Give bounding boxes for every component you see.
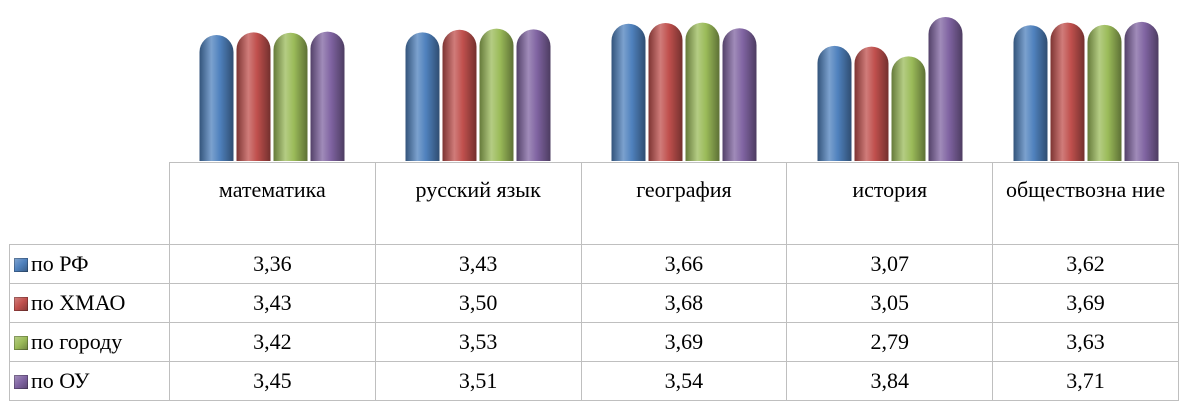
bar-2-series-3	[479, 28, 514, 161]
bar-5-series-1	[1013, 25, 1048, 161]
bar-5-series-2	[1050, 22, 1085, 161]
table-row: по РФ 3,36 3,43 3,66 3,07 3,62	[9, 244, 1179, 284]
value-cell: 3,53	[374, 322, 582, 362]
category-label: математика	[168, 162, 376, 245]
value-cell: 3,36	[168, 244, 376, 284]
bar-chart	[199, 17, 1159, 162]
bar-4-series-2	[854, 46, 889, 161]
table-row: по ОУ 3,45 3,51 3,54 3,84 3,71	[9, 361, 1179, 401]
bar-2-series-2	[442, 29, 477, 161]
bars-layer	[199, 17, 1159, 162]
category-label: русский язык	[374, 162, 582, 245]
legend-key-icon	[14, 297, 28, 311]
value-cell: 3,71	[992, 361, 1179, 401]
bar-3-series-2	[648, 23, 683, 162]
value-cell: 3,69	[580, 322, 788, 362]
data-table: математика русский язык география история об…	[9, 162, 1179, 401]
bar-3-series-1	[611, 23, 646, 161]
legend-key-icon	[14, 258, 28, 272]
value-cell: 3,66	[580, 244, 788, 284]
category-label: история	[786, 162, 994, 245]
value-cell: 3,62	[992, 244, 1179, 284]
value-cell: 3,05	[786, 283, 994, 323]
bar-4-series-1	[817, 45, 852, 161]
value-cell: 3,07	[786, 244, 994, 284]
category-label: обществозна ние	[992, 162, 1179, 245]
value-cell: 3,68	[580, 283, 788, 323]
bar-2-series-1	[405, 32, 440, 161]
value-cell: 3,51	[374, 361, 582, 401]
value-cell: 3,45	[168, 361, 376, 401]
bar-1-series-1	[199, 35, 234, 161]
value-cell: 3,50	[374, 283, 582, 323]
bar-2-series-4	[516, 29, 551, 162]
value-cell: 3,54	[580, 361, 788, 401]
category-label: география	[580, 162, 788, 245]
bar-4-series-4	[928, 17, 963, 161]
value-cell: 2,79	[786, 322, 994, 362]
value-cell: 3,42	[168, 322, 376, 362]
legend-label: по городу	[31, 329, 123, 354]
bar-4-series-3	[891, 56, 926, 161]
table-row: по городу 3,42 3,53 3,69 2,79 3,63	[9, 322, 1179, 362]
bar-5-series-3	[1087, 24, 1122, 162]
bar-1-series-3	[273, 32, 308, 161]
category-row: математика русский язык география история об…	[9, 162, 1179, 245]
value-cell: 3,43	[168, 283, 376, 323]
bar-5-series-4	[1124, 21, 1159, 161]
value-cell: 3,69	[992, 283, 1179, 323]
table-row: по ХМАО 3,43 3,50 3,68 3,05 3,69	[9, 283, 1179, 323]
bar-3-series-4	[722, 28, 757, 161]
value-cell: 3,84	[786, 361, 994, 401]
bar-1-series-2	[236, 32, 271, 161]
legend-label: по ХМАО	[31, 290, 126, 315]
value-cell: 3,43	[374, 244, 582, 284]
legend-key-icon	[14, 375, 28, 389]
bar-1-series-4	[310, 31, 345, 161]
table-corner	[9, 162, 170, 245]
legend-entry: по РФ	[9, 244, 170, 284]
legend-entry: по городу	[9, 322, 170, 362]
value-cell: 3,63	[992, 322, 1179, 362]
legend-label: по ОУ	[31, 368, 90, 393]
legend-key-icon	[14, 336, 28, 350]
legend-label: по РФ	[31, 251, 89, 276]
legend-entry: по ОУ	[9, 361, 170, 401]
bar-3-series-3	[685, 22, 720, 161]
legend-entry: по ХМАО	[9, 283, 170, 323]
